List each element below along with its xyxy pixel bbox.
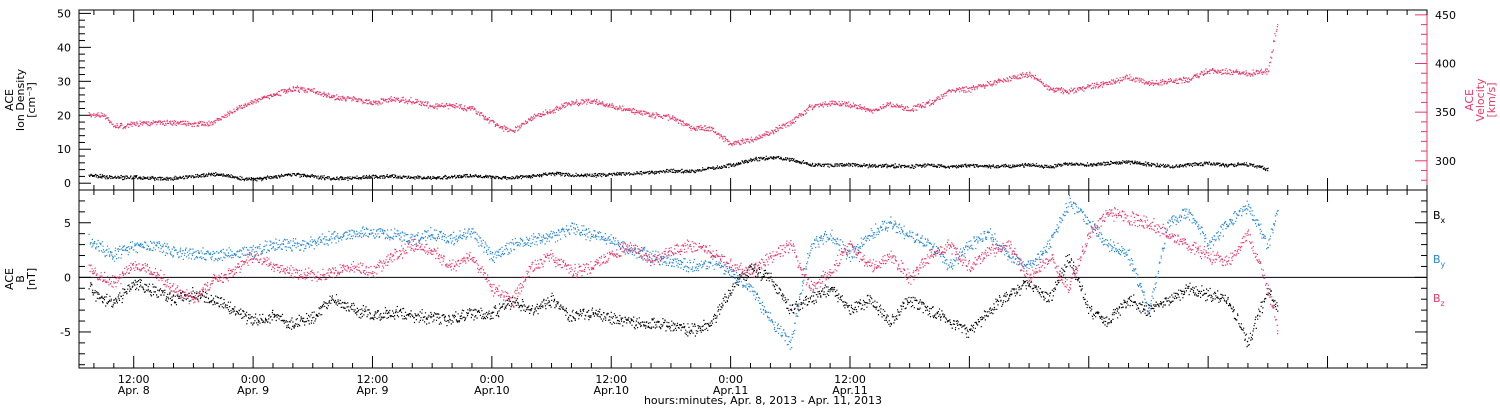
plasma-frame: [78, 9, 1428, 191]
density-axis-tick-label: 10: [57, 143, 71, 156]
velocity-axis-title-line: [km/s]: [1485, 82, 1498, 117]
density-axis-title-line: [cm⁻³]: [25, 82, 38, 118]
legend-bx: Bx: [1433, 209, 1446, 225]
density-axis-tick-label: 0: [64, 177, 71, 190]
x-tick-time: 0:00: [718, 373, 743, 386]
b-axis-title-line: ACE: [3, 268, 16, 290]
b-x-series: [88, 254, 1279, 348]
x-tick-date: Apr. 9: [356, 384, 388, 397]
density-axis-tick-label: 40: [57, 41, 71, 54]
b-axis-tick-label: 5: [64, 217, 71, 230]
legend-by: By: [1433, 253, 1446, 269]
density-axis-tick-label: 20: [57, 109, 71, 122]
magnetic-frame: [78, 189, 1428, 369]
x-tick-time: 0:00: [480, 373, 505, 386]
b-axis-title: ACEB[nT]: [3, 268, 38, 290]
legend-subscript: z: [1441, 299, 1445, 308]
velocity-series: [88, 24, 1279, 147]
velocity-axis-tick-label: 400: [1435, 58, 1456, 71]
velocity-axis-title-line: ACE: [1463, 89, 1476, 111]
b-axis-title-line: B: [14, 275, 27, 283]
x-tick-date: Apr. 8: [118, 384, 150, 397]
legend-base: B: [1433, 209, 1441, 222]
x-tick-date: Apr.11: [832, 384, 868, 397]
density-axis-title-line: Ion Density: [14, 68, 27, 131]
x-tick-time: 12:00: [357, 373, 389, 386]
velocity-axis-title-line: Velocity: [1474, 78, 1487, 122]
legend-base: B: [1433, 253, 1441, 266]
velocity-axis-tick-label: 300: [1435, 155, 1456, 168]
x-tick-date: Apr. 9: [237, 384, 269, 397]
density-axis-tick-label: 50: [57, 7, 71, 20]
b-axis-title-line: [nT]: [25, 268, 38, 290]
x-tick-time: 12:00: [595, 373, 627, 386]
b-y-series: [88, 195, 1279, 350]
b-z-series: [88, 207, 1279, 335]
x-axis-title: hours:minutes, Apr. 8, 2013 - Apr. 11, 2…: [644, 394, 882, 407]
velocity-axis-tick-label: 450: [1435, 9, 1456, 22]
velocity-axis-tick-label: 350: [1435, 106, 1456, 119]
x-tick-date: Apr.11: [713, 384, 749, 397]
x-tick-time: 12:00: [118, 373, 150, 386]
density-series: [88, 155, 1269, 182]
b-axis-tick-label: 0: [64, 271, 71, 284]
x-tick-date: Apr.10: [474, 384, 510, 397]
density-axis-title: ACEIon Density[cm⁻³]: [3, 68, 38, 131]
density-axis-title-line: ACE: [3, 89, 16, 111]
x-tick-date: Apr.10: [593, 384, 629, 397]
legend-base: B: [1433, 292, 1441, 305]
legend-bz: Bz: [1433, 292, 1445, 308]
x-tick-time: 0:00: [241, 373, 266, 386]
legend-subscript: x: [1441, 216, 1446, 225]
velocity-axis-title: ACEVelocity[km/s]: [1463, 78, 1498, 122]
x-tick-time: 12:00: [834, 373, 866, 386]
legend-subscript: y: [1441, 260, 1446, 269]
density-axis-tick-label: 30: [57, 75, 71, 88]
b-axis-tick-label: -5: [60, 326, 71, 339]
